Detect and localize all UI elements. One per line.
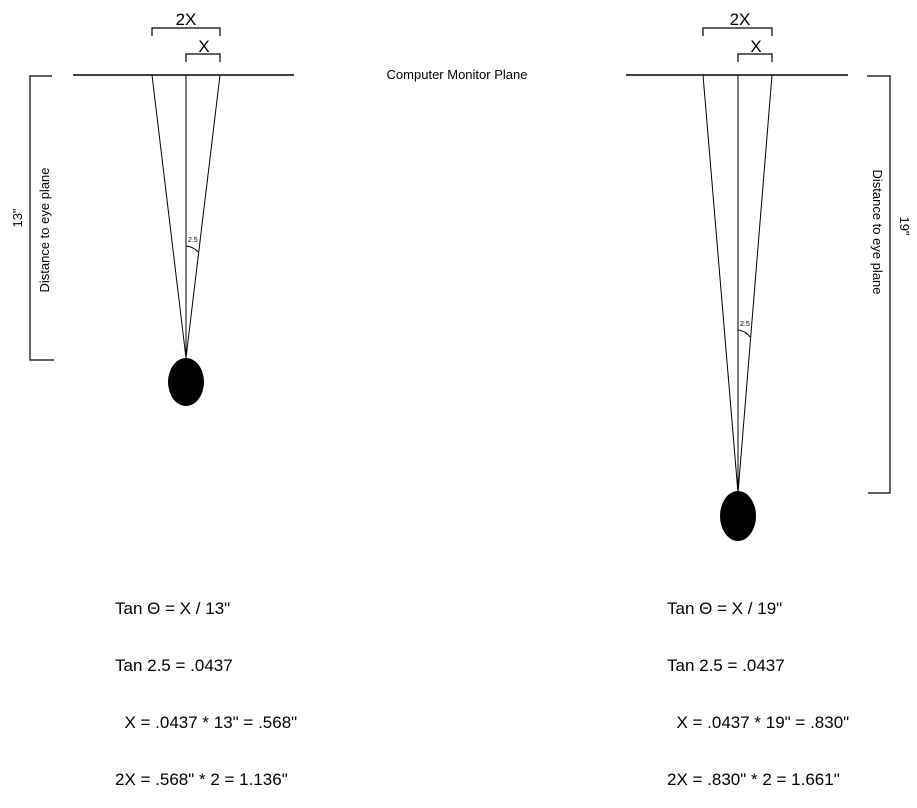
left-distance-text: Distance to eye plane <box>37 167 52 292</box>
right-equation-line: X = .0437 * 19" = .830" <box>667 713 850 732</box>
right-angle-label: 2.5 <box>740 321 750 328</box>
left-equation-line: Tan 2.5 = .0437 <box>115 656 233 675</box>
left-angle-arc <box>185 245 199 253</box>
diagram-canvas: Computer Monitor Plane 2X X 2.5 13" Dist… <box>10 10 912 789</box>
left-sight-line-outer-left <box>151 74 187 359</box>
right-angle-arc <box>737 329 751 338</box>
left-x-bracket <box>185 53 221 62</box>
right-distance-text: Distance to eye plane <box>870 169 885 294</box>
left-equation-line: 2X = .568" * 2 = 1.136" <box>115 770 288 789</box>
left-angle-label: 2.5 <box>188 237 198 244</box>
left-equation-line: X = .0437 * 13" = .568" <box>115 713 298 732</box>
left-equations: Tan Θ = X / 13" Tan 2.5 = .0437 X = .043… <box>115 561 297 808</box>
right-x-bracket <box>737 53 773 62</box>
right-distance-value: 19" <box>897 216 912 235</box>
left-2x-bracket <box>151 27 221 36</box>
right-2x-bracket <box>702 27 773 36</box>
right-sight-line-outer-right <box>737 74 773 494</box>
left-2x-label: 2X <box>176 10 197 29</box>
left-eye <box>168 358 204 406</box>
right-2x-label: 2X <box>730 10 751 29</box>
left-distance-value: 13" <box>10 208 25 227</box>
right-x-label: X <box>750 37 761 56</box>
right-equation-line: Tan 2.5 = .0437 <box>667 656 785 675</box>
monitor-plane-label: Computer Monitor Plane <box>387 67 528 82</box>
right-distance-bracket <box>867 75 891 494</box>
right-equations: Tan Θ = X / 19" Tan 2.5 = .0437 X = .043… <box>667 561 849 808</box>
left-diagram: 2X X 2.5 13" Distance to eye plane <box>10 10 221 406</box>
viewing-angle-figure: Computer Monitor Plane 2X X 2.5 13" Dist… <box>10 10 912 541</box>
right-equation-line: Tan Θ = X / 19" <box>667 599 783 618</box>
right-equation-line: 2X = .830" * 2 = 1.661" <box>667 770 840 789</box>
right-eye <box>720 491 756 541</box>
right-diagram: 2X X 2.5 19" Distance to eye plane <box>702 10 912 541</box>
right-sight-line-outer-left <box>702 74 739 494</box>
left-sight-line-outer-right <box>185 74 221 359</box>
left-equation-line: Tan Θ = X / 13" <box>115 599 231 618</box>
left-distance-bracket <box>29 75 54 361</box>
left-x-label: X <box>198 37 209 56</box>
